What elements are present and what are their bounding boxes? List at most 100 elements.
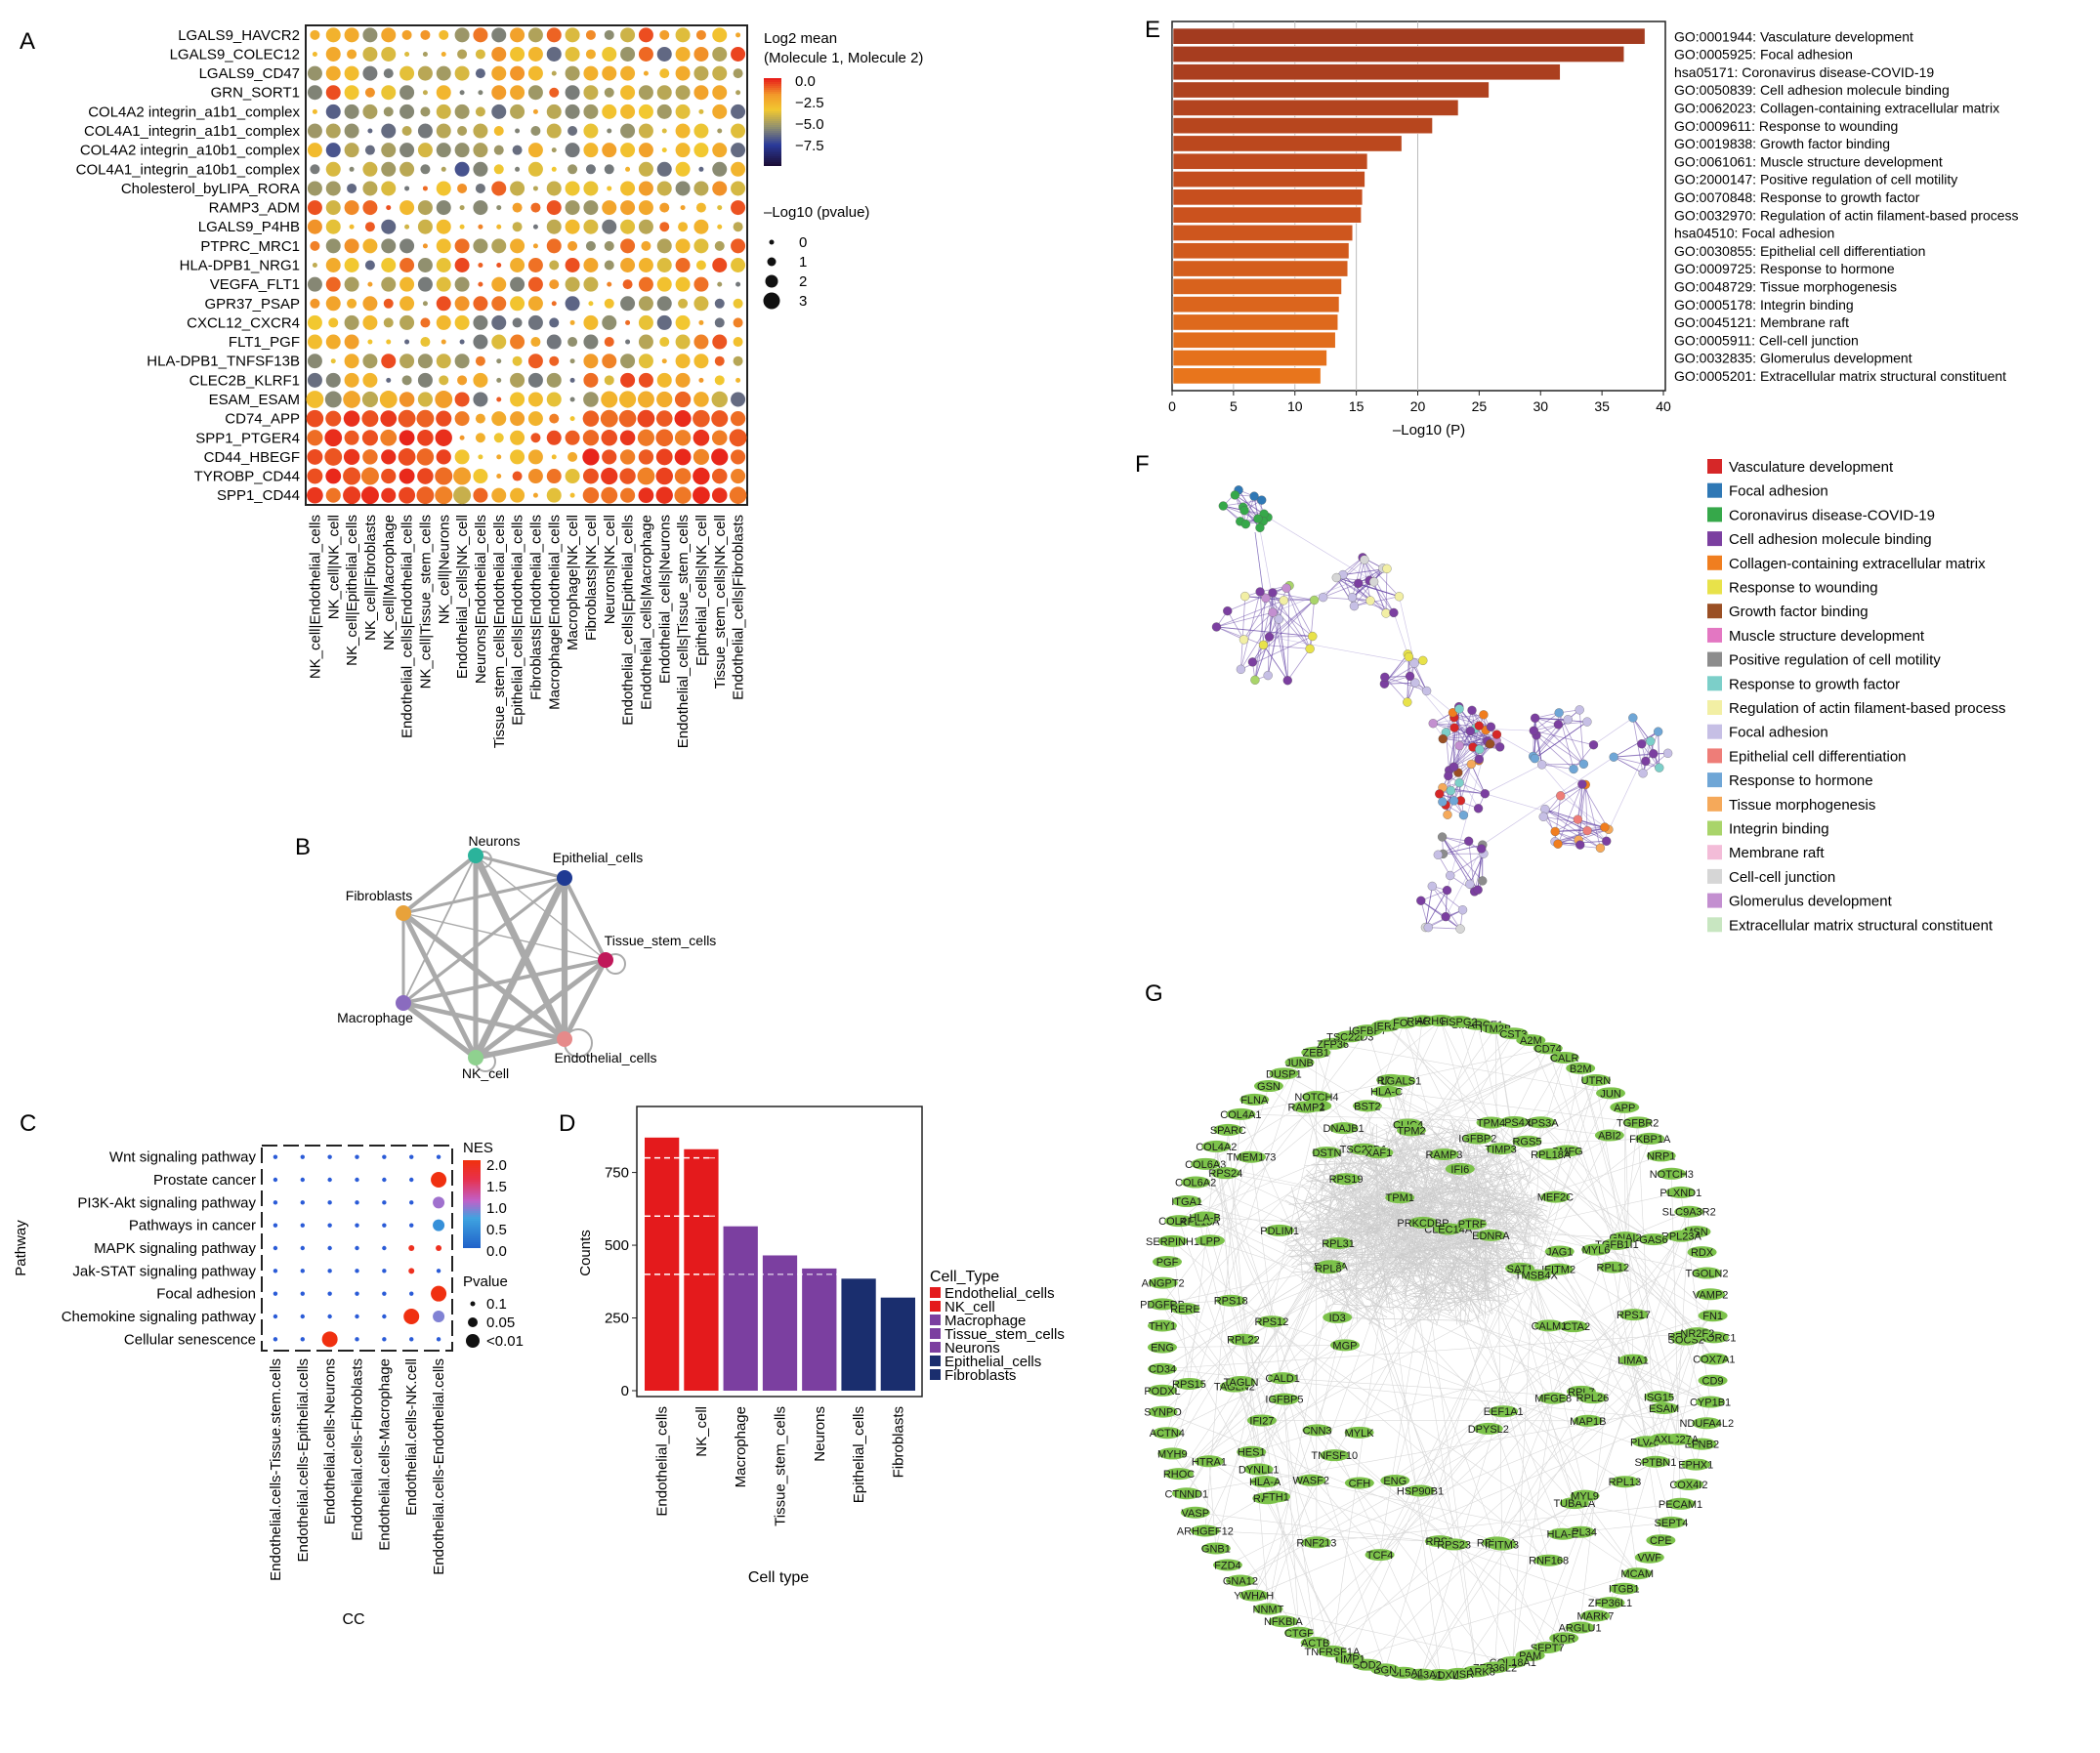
bubble (693, 46, 709, 62)
enrichment-term: GO:0070848: Response to growth factor (1674, 189, 1920, 205)
nes-ramp-step (463, 1246, 481, 1248)
g-edge (1325, 1250, 1372, 1279)
bubble (620, 258, 636, 272)
g-edge (1322, 1271, 1364, 1293)
f-edge (1542, 784, 1586, 817)
bubble (711, 468, 728, 484)
f-edge (1216, 600, 1284, 628)
f-edge (1453, 717, 1480, 760)
bubble (659, 337, 670, 348)
f-edge (1576, 783, 1583, 820)
bubble (307, 486, 323, 504)
g-edge (1454, 1145, 1545, 1244)
bubble (325, 85, 341, 101)
gene-label: RPS3A (1523, 1117, 1559, 1129)
f-edge (1496, 733, 1586, 785)
nes-ramp-step (463, 1242, 481, 1244)
f-legend-swatch (1707, 459, 1722, 474)
gene-label: RAMP2 (1288, 1103, 1325, 1114)
f-node (1475, 744, 1485, 754)
panel-letter-f: F (1135, 451, 1150, 478)
g-edge (1251, 1138, 1651, 1452)
gene-node (1682, 1327, 1712, 1340)
gene-label: MYLK (1345, 1428, 1375, 1440)
gene-label: ANGPT2 (1142, 1278, 1185, 1290)
bubble (399, 354, 415, 369)
bubble (601, 467, 618, 485)
y-tick-label: 0 (621, 1383, 629, 1399)
enrichment-term: GO:0061061: Muscle structure development (1674, 153, 1943, 169)
bubble (674, 391, 692, 408)
bubble (527, 46, 543, 62)
g-edge (1316, 1503, 1681, 1543)
bubble (344, 276, 359, 292)
color-ramp-step (764, 115, 781, 117)
bubble (680, 205, 686, 211)
gene-node (1344, 1477, 1374, 1489)
pathway-label: Wnt signaling pathway (109, 1149, 257, 1166)
gene-node (1171, 1487, 1201, 1500)
f-node (1263, 670, 1273, 681)
gene-label: ACTN4 (1150, 1428, 1185, 1440)
pathway-dot (355, 1314, 359, 1319)
g-edge (1559, 1251, 1664, 1440)
bubble (416, 409, 435, 428)
color-ramp-step (764, 78, 781, 80)
g-edge (1298, 1314, 1634, 1633)
bubble (733, 298, 743, 309)
pathway-dot (273, 1200, 278, 1205)
bubble (711, 391, 728, 408)
gene-node (1213, 1123, 1243, 1136)
gene-label: COL6A2 (1175, 1178, 1216, 1190)
f-edge (1613, 756, 1644, 774)
nes-tick: 0.0 (486, 1243, 507, 1260)
f-node (1457, 905, 1468, 915)
gene-node (1352, 1100, 1382, 1112)
legend-label: Neurons (945, 1340, 1000, 1356)
bubble (731, 258, 746, 272)
f-edge (1560, 795, 1610, 830)
f-legend-swatch (1707, 724, 1722, 739)
bubble (527, 258, 543, 272)
f-node (1247, 657, 1258, 667)
enrichment-term: GO:0009611: Response to wounding (1674, 118, 1898, 134)
nes-ramp-step (463, 1217, 481, 1219)
gene-label: MARK7 (1576, 1610, 1614, 1622)
bubble (307, 143, 322, 158)
nes-ramp-step (463, 1197, 481, 1199)
bubble (496, 397, 502, 402)
pathway-dot (355, 1200, 359, 1205)
g-edge (1240, 1079, 1597, 1383)
bubble (401, 375, 412, 386)
color-ramp-step (764, 86, 781, 88)
pval-legend-dot (470, 1301, 476, 1307)
bar-plot-frame (636, 1106, 923, 1398)
gene-label: FLNA (1240, 1095, 1269, 1106)
bubble (565, 276, 580, 292)
g-edge (1204, 1062, 1300, 1218)
g-edge (1346, 1127, 1476, 1218)
gene-node (1594, 1129, 1624, 1142)
nes-ramp-step (463, 1207, 481, 1209)
size-legend-title: –Log10 (pvalue) (764, 204, 869, 221)
gene-node (1540, 1190, 1571, 1203)
bubble (417, 219, 433, 234)
gene-label: RPS15 (1172, 1379, 1206, 1391)
x-tick-label: 35 (1594, 398, 1610, 414)
f-node (1268, 607, 1278, 617)
g-edge (1444, 1033, 1514, 1155)
col-label: NK_cell|Endothelial_cells (307, 515, 323, 679)
bubble (475, 413, 485, 424)
g-edge (1178, 1148, 1501, 1475)
gene-label: GNA12 (1223, 1576, 1258, 1588)
bubble (620, 372, 636, 388)
f-node (1600, 822, 1610, 832)
bar-category-label: Epithelial_cells (851, 1406, 867, 1503)
bubble (364, 260, 375, 271)
bubble (735, 90, 741, 96)
bubble (530, 202, 541, 213)
g-edge (1354, 1193, 1358, 1322)
gene-node (1237, 1150, 1267, 1163)
network-edge (563, 877, 608, 961)
bubble (435, 429, 452, 446)
